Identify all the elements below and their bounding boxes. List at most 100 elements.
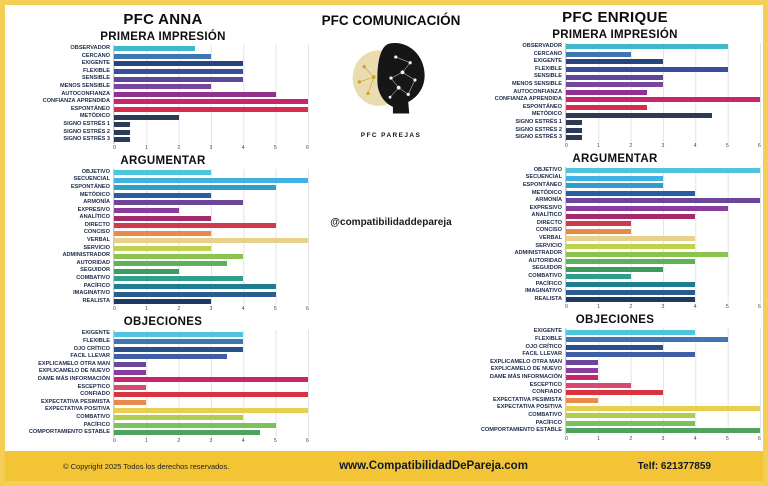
bar: [114, 339, 244, 345]
category-label: SERVICIO: [83, 244, 110, 251]
category-label: OJO CRÍTICO: [525, 343, 562, 350]
bar-row: [114, 391, 308, 399]
category-label: IMAGINATIVO: [73, 290, 110, 297]
chart-body: EXIGENTE FLEXIBLE OJO CRÍTICO FACIL LLEVAR E…: [17, 330, 309, 437]
bar: [114, 253, 244, 259]
bar-row: [566, 288, 760, 296]
bar-row: [114, 91, 308, 99]
x-tick: 2: [177, 306, 181, 313]
bar: [114, 91, 276, 97]
bar: [566, 74, 663, 80]
plot-area: [565, 166, 761, 304]
enrique-column: PFC ENRIQUE PRIMERA IMPRESIÓN OBSERVADOR C…: [469, 7, 761, 443]
bar-row: [114, 53, 308, 61]
bar: [114, 177, 308, 183]
bar: [114, 53, 211, 59]
bar: [566, 213, 696, 219]
category-label: EXIGENTE: [81, 60, 110, 67]
bar-row: [114, 176, 308, 184]
x-tick: 5: [725, 435, 729, 442]
bar-row: [114, 214, 308, 222]
bar: [566, 337, 728, 343]
bar-row: [114, 60, 308, 68]
bar-row: [566, 366, 760, 374]
bar-row: [566, 96, 760, 104]
bar-row: [566, 205, 760, 213]
x-tick: 4: [241, 144, 245, 151]
bar: [114, 400, 147, 406]
bar-row: [114, 429, 308, 437]
category-label: SEGUIDOR: [532, 265, 562, 272]
head-network-logo-icon: [352, 42, 425, 114]
bar: [566, 405, 760, 411]
x-tick: 5: [273, 306, 277, 313]
bar-row: [114, 260, 308, 268]
bar-row: [114, 283, 308, 291]
category-label: METÓDICO: [79, 113, 110, 120]
category-label: METÓDICO: [79, 191, 110, 198]
x-tick: 3: [661, 435, 665, 442]
bar: [114, 185, 276, 191]
x-tick: 1: [597, 435, 601, 442]
bar-row: [566, 235, 760, 243]
category-label: ADMINISTRADOR: [62, 252, 110, 259]
category-label: CONFIANZA APRENDIDA: [494, 96, 562, 103]
bar-row: [566, 212, 760, 220]
category-label: EXPECTATIVA PESIMISTA: [41, 398, 110, 405]
chart-title: PRIMERA IMPRESIÓN: [100, 31, 226, 43]
bar: [114, 223, 276, 229]
chart-title: ARGUMENTAR: [120, 154, 206, 167]
category-label: METÓDICO: [531, 111, 562, 118]
category-label: SIGNO ESTRÉS 1: [63, 120, 110, 127]
bar: [114, 415, 244, 421]
bar-row: [114, 384, 308, 392]
category-label: FACIL LLEVAR: [522, 351, 562, 358]
bar: [114, 430, 260, 436]
x-tick: 4: [241, 306, 245, 313]
bar: [566, 274, 631, 280]
bar: [114, 392, 308, 398]
category-label: ESPONTÁNEO: [522, 181, 562, 188]
bar-row: [114, 129, 308, 137]
x-tick: 0: [565, 304, 568, 311]
bar-row: [566, 51, 760, 59]
category-label: SERVICIO: [535, 242, 562, 249]
bar: [114, 261, 228, 267]
website-link[interactable]: www.CompatibilidadDePareja.com: [339, 460, 528, 472]
bar: [114, 354, 228, 360]
bar: [114, 107, 308, 113]
bar: [114, 407, 308, 413]
chart-body: OBJETIVO SECUENCIAL ESPONTÁNEO METÓDICO ARMO…: [469, 166, 761, 304]
bar: [566, 360, 599, 366]
bar: [566, 398, 599, 404]
category-label: OBJETIVO: [533, 166, 562, 173]
x-tick: 5: [273, 437, 277, 444]
bar: [114, 192, 211, 198]
category-labels: EXIGENTE FLEXIBLE OJO CRÍTICO FACIL LLEVAR E…: [469, 328, 565, 434]
category-label: COMPORTAMIENTO ESTABLE: [480, 427, 562, 434]
bar-row: [566, 197, 760, 205]
bar-row: [566, 119, 760, 127]
category-label: ESPONTÁNEO: [70, 183, 110, 190]
category-label: EXPLICAMELO OTRA MAN: [490, 358, 562, 365]
category-label: OBSERVADOR: [522, 43, 562, 49]
bar: [566, 281, 696, 287]
category-label: PACÍFICO: [535, 280, 562, 287]
bar: [566, 289, 696, 295]
x-tick: 6: [758, 142, 761, 149]
bar: [114, 215, 211, 221]
bar: [566, 168, 760, 174]
category-labels: OBSERVADOR CERCANO EXIGENTE FLEXIBLE SENSIBL…: [469, 43, 565, 142]
bar: [566, 413, 696, 419]
bar: [114, 114, 179, 120]
bar-row: [114, 275, 308, 283]
bar: [114, 362, 147, 368]
category-label: COMBATIVO: [528, 273, 562, 280]
x-tick: 0: [113, 306, 116, 313]
category-label: AUTORIDAD: [528, 257, 562, 264]
chart-body: OBJETIVO SECUENCIAL ESPONTÁNEO METÓDICO ARMO…: [17, 168, 309, 306]
category-label: DAME MÁS INFORMACIÓN: [37, 375, 110, 382]
x-tick: 3: [209, 306, 213, 313]
chart-title: OBJECIONES: [575, 314, 655, 327]
bar-row: [566, 89, 760, 97]
